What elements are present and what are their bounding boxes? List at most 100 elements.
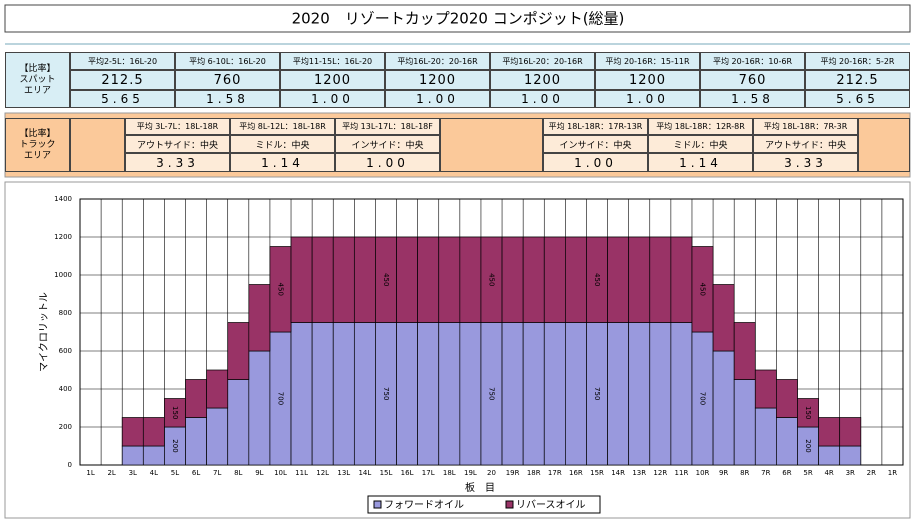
ratio-cell: 1.14 [648,153,753,172]
x-tick-label: 10R [696,469,710,477]
page-title: 2020 リゾートカップ2020 コンポジット(総量) [292,10,625,28]
label-line: エリア [23,150,51,161]
bar-segment [227,322,250,380]
x-tick-label: 5L [171,469,179,477]
bar-segment [754,407,777,466]
ratio-cell: 1.00 [335,153,440,172]
x-axis-title: 板 目 [465,481,495,494]
bar-segment [185,417,207,466]
bar-segment [185,379,207,418]
x-tick-label: 16L [401,469,414,477]
x-tick-label: 8L [234,469,242,477]
bar-segment [733,379,756,466]
x-tick-label: 3L [129,469,137,477]
x-tick-label: 5R [803,469,812,477]
x-tick-label: 6R [782,469,791,477]
header-cell: 平均 18L-18R：7R-3R [753,118,858,135]
title-box [4,4,911,33]
bar-segment [607,322,630,466]
bar-segment [839,445,862,466]
y-tick-label: 400 [59,385,72,393]
bar-segment [501,322,524,466]
value-cell: 760 [175,70,280,90]
x-tick-label: 3R [846,469,855,477]
x-tick-label: 1R [888,469,897,477]
bar-segment [396,236,418,323]
bar-segment [332,322,355,466]
x-tick-label: 11R [675,469,689,477]
bar-segment [438,322,461,466]
x-tick-label: 2L [107,469,115,477]
x-tick-label: 4L [150,469,158,477]
bar-segment [607,236,630,323]
y-tick-label: 1400 [54,195,72,203]
x-tick-label: 7R [761,469,770,477]
ratio-cell: 1.00 [490,90,595,108]
bar-segment [142,417,165,447]
ratio-cell: 3.33 [125,153,230,172]
header-cell: 平均11-15L：16L-20 [280,52,385,70]
y-tick-label: 1200 [54,233,72,241]
bar-segment [353,322,376,466]
header-cell: 平均 6-10L：16L-20 [175,52,280,70]
legend-swatch [373,500,382,509]
bar-segment [142,445,165,466]
x-tick-label: 6L [192,469,200,477]
x-tick-label: 8R [740,469,749,477]
header-cell: 平均16L-20：20-16R [490,52,595,70]
value-cell: 1200 [490,70,595,90]
data-label: 200 [804,439,812,452]
data-label: 200 [171,439,179,452]
header-cell: 平均 20-16R：10-6R [700,52,805,70]
header-cell: 平均 13L-17L：18L-18F [335,118,440,135]
bar-segment [839,417,862,447]
x-tick-label: 12R [653,469,667,477]
bar-segment [290,322,313,466]
name-cell: ミドル：中央 [230,135,335,153]
bar-segment [501,236,524,323]
y-tick-label: 200 [59,423,72,431]
x-tick-label: 16R [569,469,583,477]
ratio-cell: 5.65 [70,90,175,108]
bar-segment [417,322,440,466]
bar-segment [396,322,418,466]
name-cell: アウトサイド：中央 [753,135,858,153]
bar-segment [417,236,440,323]
blank-cell [440,118,543,172]
data-label: 750 [593,387,601,400]
label-line: 【比率】 [19,128,56,139]
legend-label: リバースオイル [516,499,586,511]
name-cell: アウトサイド：中央 [125,135,230,153]
bar-segment [290,236,313,323]
data-label: 450 [488,273,496,286]
bar-segment [628,236,651,323]
bar-segment [543,236,566,323]
ratio-cell: 1.00 [543,153,648,172]
bar-segment [311,322,334,466]
y-tick-label: 800 [59,309,72,317]
data-label: 700 [276,392,284,405]
blank-cell [858,118,910,172]
bar-segment [459,322,482,466]
legend-swatch [505,500,514,509]
value-cell: 1200 [385,70,490,90]
bar-segment [121,417,144,447]
x-tick-label: 18R [527,469,541,477]
blank-cell [70,118,125,172]
data-label: 450 [593,273,601,286]
bar-segment [522,236,545,323]
x-tick-label: 15L [380,469,393,477]
ratio-cell: 1.00 [595,90,700,108]
data-label: 450 [276,283,284,296]
y-tick-label: 600 [59,347,72,355]
bar-segment [565,236,587,323]
bar-segment [649,322,672,466]
value-cell: 760 [700,70,805,90]
label-line: エリア [23,85,51,96]
x-tick-label: 18L [443,469,456,477]
data-label: 750 [488,387,496,400]
label-line: 【比率】 [19,63,56,74]
data-label: 150 [804,406,812,419]
y-axis-title: マイクロリットル [38,292,50,372]
